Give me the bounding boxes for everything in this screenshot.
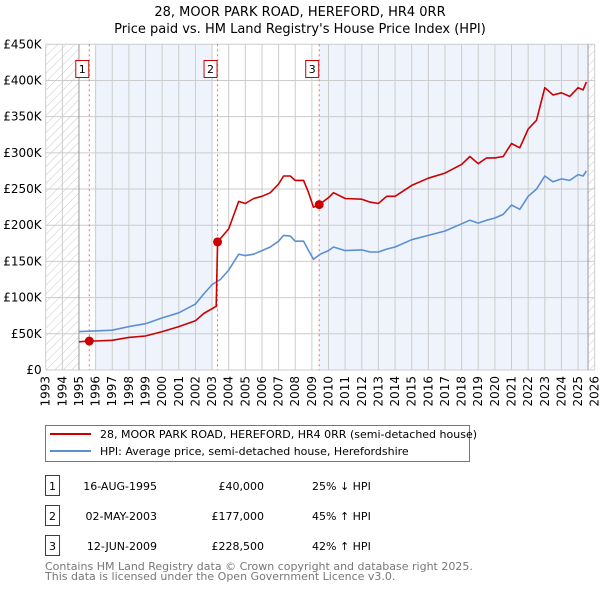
x-tick-label: 2023 xyxy=(538,376,552,407)
legend-label-property: 28, MOOR PARK ROAD, HEREFORD, HR4 0RR (s… xyxy=(100,428,477,441)
y-tick-label: £400K xyxy=(3,73,43,87)
x-tick-label: 2026 xyxy=(588,376,600,407)
legend: 28, MOOR PARK ROAD, HEREFORD, HR4 0RR (s… xyxy=(45,425,477,462)
footer-licence: This data is licensed under the Open Gov… xyxy=(44,570,395,583)
y-tick-label: £0 xyxy=(26,363,41,377)
chart-title: 28, MOOR PARK ROAD, HEREFORD, HR4 0RR xyxy=(154,5,445,20)
x-tick-label: 2022 xyxy=(521,376,535,407)
y-tick-label: £300K xyxy=(3,146,43,160)
x-tick-label: 1994 xyxy=(55,376,69,407)
x-tick-label: 2001 xyxy=(172,376,186,407)
transaction-hpi-diff: 45% ↑ HPI xyxy=(312,510,371,523)
sale-marker-box xyxy=(75,60,90,78)
transaction-number-box xyxy=(45,475,60,496)
transaction-number: 3 xyxy=(49,540,56,553)
y-tick-label: £150K xyxy=(3,254,43,268)
y-tick-label: £450K xyxy=(3,37,43,51)
transaction-date: 02-MAY-2003 xyxy=(85,510,157,523)
transaction-price: £40,000 xyxy=(219,480,265,493)
shaded-period xyxy=(95,44,213,371)
sale-marker-label: 2 xyxy=(207,63,214,76)
transaction-row: 3 12-JUN-2009 £228,500 42% ↑ HPI xyxy=(45,535,371,556)
x-tick-label: 2017 xyxy=(438,376,452,407)
x-tick-label: 1995 xyxy=(72,376,86,407)
x-tick-label: 2025 xyxy=(571,376,585,407)
transaction-date: 16-AUG-1995 xyxy=(83,480,157,493)
hpi-series-line xyxy=(78,170,588,333)
y-tick-label: £50K xyxy=(11,327,43,341)
x-tick-label: 2024 xyxy=(554,376,568,407)
transaction-number-box xyxy=(45,535,60,556)
sale-point xyxy=(84,336,94,346)
x-tick-label: 2014 xyxy=(388,376,402,407)
transaction-date: 12-JUN-2009 xyxy=(87,540,157,553)
legend-label-hpi: HPI: Average price, semi-detached house,… xyxy=(100,445,409,458)
hatched-no-data-region xyxy=(588,44,595,371)
x-tick-label: 2015 xyxy=(405,376,419,407)
legend-box xyxy=(45,425,470,462)
x-tick-label: 2019 xyxy=(471,376,485,407)
transaction-hpi-diff: 25% ↓ HPI xyxy=(312,480,371,493)
x-tick-label: 2011 xyxy=(338,376,352,407)
x-tick-label: 2007 xyxy=(272,376,286,407)
transaction-row: 1 16-AUG-1995 £40,000 25% ↓ HPI xyxy=(45,475,371,496)
x-tick-label: 1998 xyxy=(122,376,136,407)
x-tick-label: 2003 xyxy=(205,376,219,407)
x-tick-label: 1993 xyxy=(39,376,53,407)
x-tick-label: 2005 xyxy=(238,376,252,407)
y-tick-label: £350K xyxy=(3,110,43,124)
y-tick-label: £200K xyxy=(3,218,43,232)
sale-marker-box xyxy=(305,60,320,78)
x-tick-label: 2000 xyxy=(155,376,169,407)
chart-subtitle: Price paid vs. HM Land Registry's House … xyxy=(114,22,486,37)
x-tick-label: 2004 xyxy=(222,376,236,407)
x-tick-label: 2020 xyxy=(488,376,502,407)
shaded-period xyxy=(319,44,589,371)
sale-marker-label: 1 xyxy=(79,63,86,76)
y-tick-label: £250K xyxy=(3,182,43,196)
transaction-number: 1 xyxy=(49,480,56,493)
x-tick-label: 2009 xyxy=(305,376,319,407)
x-tick-label: 1999 xyxy=(139,376,153,407)
x-tick-label: 2018 xyxy=(455,376,469,407)
x-tick-label: 2006 xyxy=(255,376,269,407)
transaction-hpi-diff: 42% ↑ HPI xyxy=(312,540,371,553)
x-tick-label: 1996 xyxy=(89,376,103,407)
property-series-line xyxy=(78,81,588,343)
sale-point xyxy=(314,200,324,210)
transaction-price: £177,000 xyxy=(212,510,265,523)
x-tick-label: 1997 xyxy=(105,376,119,407)
footer-copyright: Contains HM Land Registry data © Crown c… xyxy=(45,560,473,573)
x-tick-label: 2002 xyxy=(188,376,202,407)
x-tick-label: 2013 xyxy=(371,376,385,407)
transaction-number-box xyxy=(45,505,60,526)
x-tick-label: 2016 xyxy=(421,376,435,407)
x-tick-label: 2008 xyxy=(288,376,302,407)
sale-marker-label: 3 xyxy=(309,63,316,76)
transactions-table: 1 16-AUG-1995 £40,000 25% ↓ HPI 2 02-MAY… xyxy=(45,475,371,556)
transaction-price: £228,500 xyxy=(212,540,265,553)
sale-point xyxy=(213,237,223,247)
sale-marker-box xyxy=(203,60,218,78)
y-tick-label: £100K xyxy=(3,291,43,305)
x-tick-label: 2021 xyxy=(505,376,519,407)
x-tick-label: 2012 xyxy=(355,376,369,407)
x-tick-label: 2010 xyxy=(322,376,336,407)
transaction-row: 2 02-MAY-2003 £177,000 45% ↑ HPI xyxy=(45,505,371,526)
transaction-number: 2 xyxy=(49,510,56,523)
